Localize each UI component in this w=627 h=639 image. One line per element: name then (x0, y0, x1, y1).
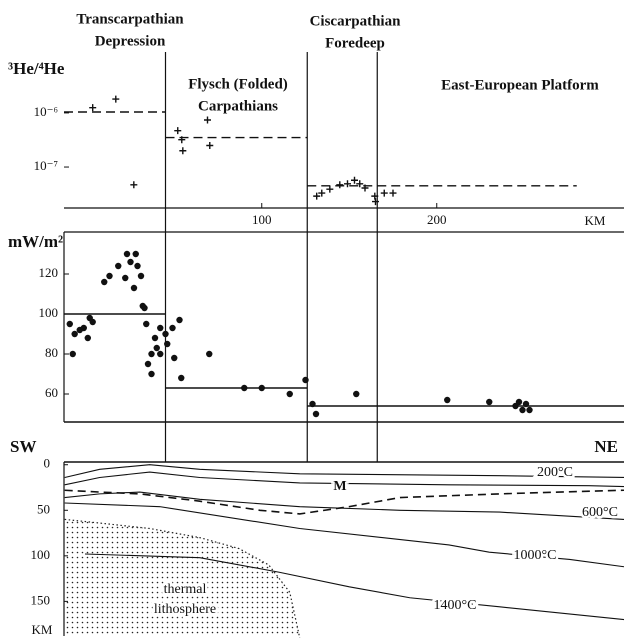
y-tick-label: 0 (44, 456, 51, 471)
point (90, 319, 96, 325)
isotherm-label: 200°C (537, 465, 573, 480)
point (336, 181, 343, 188)
point (486, 399, 492, 405)
point (174, 127, 181, 134)
point (70, 351, 76, 357)
y-tick-label: 100 (39, 305, 59, 320)
point (206, 142, 213, 149)
point (526, 407, 532, 413)
point (353, 391, 359, 397)
x-tick-label: 200 (427, 212, 447, 227)
point (444, 397, 450, 403)
y-axis-label: ³He/⁴He (8, 59, 65, 78)
region-label: Carpathians (198, 98, 278, 114)
y-unit: KM (32, 622, 53, 637)
isotherm-label: 1000°C (514, 548, 557, 563)
point (124, 251, 130, 257)
isotherm-label: 600°C (582, 505, 618, 520)
point (204, 116, 211, 123)
point (351, 177, 358, 184)
region-label: Ciscarpathian (310, 13, 402, 29)
lithosphere-label: lithosphere (154, 602, 216, 617)
point (326, 186, 333, 193)
point (162, 331, 168, 337)
point (81, 325, 87, 331)
lithosphere-label: thermal (164, 582, 207, 597)
point (71, 331, 77, 337)
x-unit: KM (585, 213, 606, 228)
point (287, 391, 293, 397)
y-tick-label: 150 (31, 592, 51, 607)
point (313, 411, 319, 417)
y-tick-label: 100 (31, 547, 51, 562)
point (106, 273, 112, 279)
point (134, 263, 140, 269)
right-label: NE (594, 437, 618, 456)
point (112, 96, 119, 103)
point (130, 181, 137, 188)
point (372, 198, 379, 205)
point (115, 263, 121, 269)
point (152, 335, 158, 341)
region-label: Depression (95, 33, 166, 49)
point (179, 147, 186, 154)
isotherm-label: M (333, 479, 346, 494)
point (157, 325, 163, 331)
point (157, 351, 163, 357)
point (302, 377, 308, 383)
point (206, 351, 212, 357)
point (154, 345, 160, 351)
point (127, 259, 133, 265)
point (171, 355, 177, 361)
point (141, 305, 147, 311)
y-tick-label: 80 (45, 345, 58, 360)
y-tick-label: 60 (45, 385, 58, 400)
y-tick-label: 10⁻⁶ (34, 104, 58, 119)
point (178, 375, 184, 381)
region-label: Transcarpathian (76, 11, 184, 27)
point (169, 325, 175, 331)
point (381, 190, 388, 197)
y-axis-label: mW/m² (8, 232, 63, 251)
point (122, 275, 128, 281)
point (89, 104, 96, 111)
y-tick-label: 120 (39, 265, 59, 280)
point (101, 279, 107, 285)
point (176, 317, 182, 323)
x-tick-label: 100 (252, 212, 272, 227)
point (148, 351, 154, 357)
point (67, 321, 73, 327)
figure: Transcarpathian Depression Flysch (Folded)… (0, 0, 627, 639)
y-tick-label: 50 (37, 501, 50, 516)
region-label: Flysch (Folded) (188, 76, 288, 92)
point (164, 341, 170, 347)
point (145, 361, 151, 367)
lithosphere-area (64, 519, 300, 637)
isotherm-label: 1400°C (434, 598, 477, 613)
point (148, 371, 154, 377)
point (516, 399, 522, 405)
point (85, 335, 91, 341)
region-label: Foredeep (325, 35, 385, 51)
point (519, 407, 525, 413)
region-label: East-European Platform (441, 77, 599, 93)
left-label: SW (10, 437, 36, 456)
y-tick-label: 10⁻⁷ (34, 158, 58, 173)
point (131, 285, 137, 291)
point (138, 273, 144, 279)
point (143, 321, 149, 327)
point (133, 251, 139, 257)
point (390, 190, 397, 197)
